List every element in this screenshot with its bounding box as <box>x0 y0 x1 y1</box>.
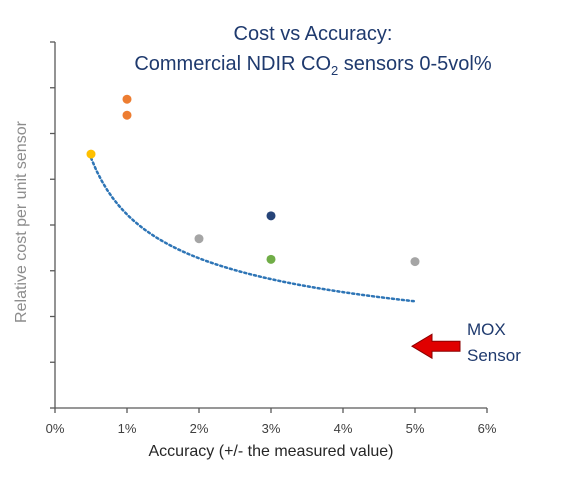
annotation-line2: Sensor <box>467 346 521 365</box>
axes: 0% 1% 2% 3% 4% 5% 6% <box>46 41 497 436</box>
data-point-2 <box>122 110 132 120</box>
y-axis-label: Relative cost per unit sensor <box>13 120 30 323</box>
chart-title-line1: Cost vs Accuracy: <box>234 23 393 45</box>
x-tick-label-1: 1% <box>118 421 137 436</box>
mox-annotation: MOX Sensor <box>411 320 521 365</box>
data-point-6 <box>410 257 420 267</box>
trendline <box>89 156 417 303</box>
annotation-line1: MOX <box>467 320 506 339</box>
x-tick-label-4: 4% <box>334 421 353 436</box>
data-point-4 <box>266 211 276 221</box>
x-tick-label-5: 5% <box>406 421 425 436</box>
data-point-5 <box>266 254 276 264</box>
x-axis-label: Accuracy (+/- the measured value) <box>149 443 394 460</box>
x-tick-label-0: 0% <box>46 421 65 436</box>
data-points <box>86 94 420 267</box>
x-tick-label-2: 2% <box>190 421 209 436</box>
x-tick-label-6: 6% <box>478 421 497 436</box>
chart-title-line2-subscript: 2 <box>331 63 338 78</box>
x-tick-label-3: 3% <box>262 421 281 436</box>
data-point-3 <box>194 234 204 244</box>
chart-title-line2-prefix: Commercial NDIR CO <box>134 53 331 75</box>
y-ticks <box>50 41 55 409</box>
data-point-0 <box>86 149 96 159</box>
data-point-1 <box>122 94 132 104</box>
x-ticks <box>54 408 488 413</box>
mox-arrow-icon <box>411 333 461 360</box>
chart-title-line2-suffix: sensors 0-5vol% <box>338 53 492 75</box>
chart-title-line2: Commercial NDIR CO2 sensors 0-5vol% <box>134 53 492 78</box>
x-tick-labels: 0% 1% 2% 3% 4% 5% 6% <box>46 421 497 436</box>
